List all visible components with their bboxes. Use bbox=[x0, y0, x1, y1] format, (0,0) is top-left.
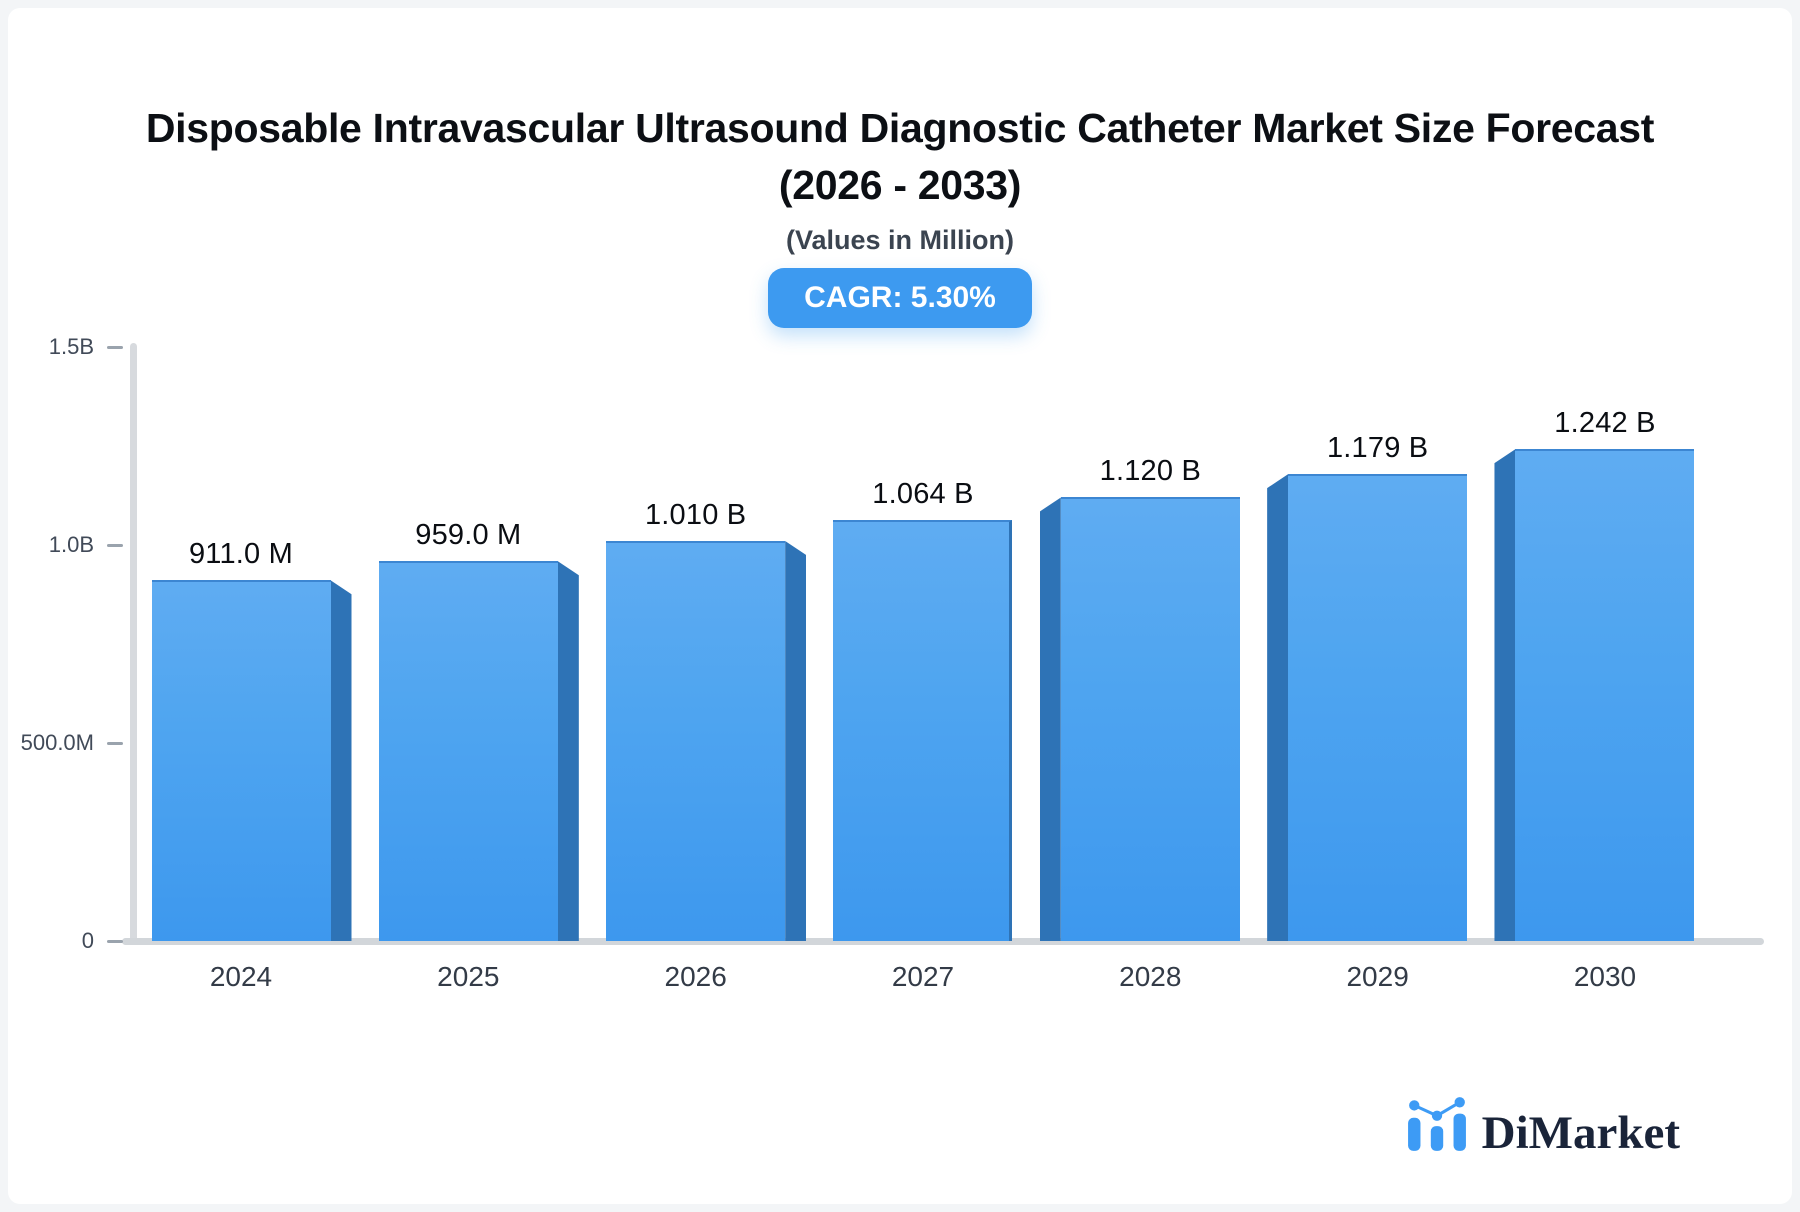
y-axis-tick-mark-3 bbox=[107, 940, 123, 943]
chart-title-line1: Disposable Intravascular Ultrasound Diag… bbox=[145, 105, 1655, 151]
bar-value-label-2027: 1.064 B bbox=[872, 477, 974, 510]
chart-title-line2: (2026 - 2033) bbox=[778, 162, 1022, 209]
bar-value-label-2026: 1.010 B bbox=[644, 499, 747, 532]
bar-side-face-2030 bbox=[1494, 449, 1516, 941]
chart-card: Disposable Intravascular Ultrasound Diag… bbox=[8, 8, 1792, 1204]
bar-2027[interactable] bbox=[833, 519, 1013, 941]
y-axis-line bbox=[130, 343, 137, 944]
bar-2028[interactable] bbox=[1060, 497, 1240, 941]
bar-2024[interactable] bbox=[151, 580, 331, 941]
bar-value-label-2028: 1.120 B bbox=[1099, 455, 1201, 488]
bar-value-label-2030: 1.242 B bbox=[1554, 407, 1656, 440]
chart-plot: 1.5B 1.0B 500.0M 0 911.0 M 2024 959.0 M 2025 1.… bbox=[8, 334, 1792, 1027]
bar-2026[interactable] bbox=[606, 541, 786, 941]
bar-2025[interactable] bbox=[378, 561, 558, 941]
y-axis-tick-label-0: 1.5B bbox=[48, 334, 94, 359]
bar-side-face-2029 bbox=[1267, 474, 1289, 941]
x-axis-label-2027: 2027 bbox=[891, 961, 955, 992]
bar-2029[interactable] bbox=[1288, 474, 1468, 941]
x-axis-label-2026: 2026 bbox=[664, 961, 727, 992]
bar-value-label-2029: 1.179 B bbox=[1326, 432, 1429, 465]
x-axis-label-2025: 2025 bbox=[437, 961, 500, 992]
y-axis-tick-mark-1 bbox=[107, 544, 123, 547]
bar-side-face-2026 bbox=[785, 541, 807, 941]
bar-value-label-2025: 959.0 M bbox=[415, 519, 522, 552]
bar-value-label-2024: 911.0 M bbox=[188, 538, 294, 571]
bar-side-face-2025 bbox=[557, 561, 579, 941]
y-axis-tick-label-2: 500.0M bbox=[20, 730, 94, 755]
x-axis-label-2028: 2028 bbox=[1119, 961, 1182, 992]
chart-header: Disposable Intravascular Ultrasound Diag… bbox=[8, 8, 1792, 329]
brand-logo: DiMarket bbox=[1406, 1097, 1680, 1160]
y-axis-tick-label-1: 1.0B bbox=[48, 532, 94, 557]
x-axis-label-2030: 2030 bbox=[1573, 961, 1637, 992]
bar-side-face-2028 bbox=[1039, 497, 1061, 941]
x-axis-label-2024: 2024 bbox=[209, 961, 273, 992]
brand-name: DiMarket bbox=[1481, 1107, 1680, 1160]
cagr-badge: CAGR: 5.30% bbox=[768, 268, 1032, 329]
y-axis-tick-mark-2 bbox=[107, 742, 123, 745]
bar-side-face-2024 bbox=[330, 580, 352, 941]
y-axis-tick-mark-0 bbox=[107, 346, 123, 349]
bar-chart-logo-icon bbox=[1406, 1097, 1468, 1156]
x-axis-baseline bbox=[122, 938, 1764, 945]
bar-2030[interactable] bbox=[1515, 449, 1695, 941]
x-axis-label-2029: 2029 bbox=[1346, 961, 1409, 992]
chart-subtitle: (Values in Million) bbox=[785, 225, 1015, 256]
y-axis-tick-label-3: 0 bbox=[81, 928, 94, 953]
